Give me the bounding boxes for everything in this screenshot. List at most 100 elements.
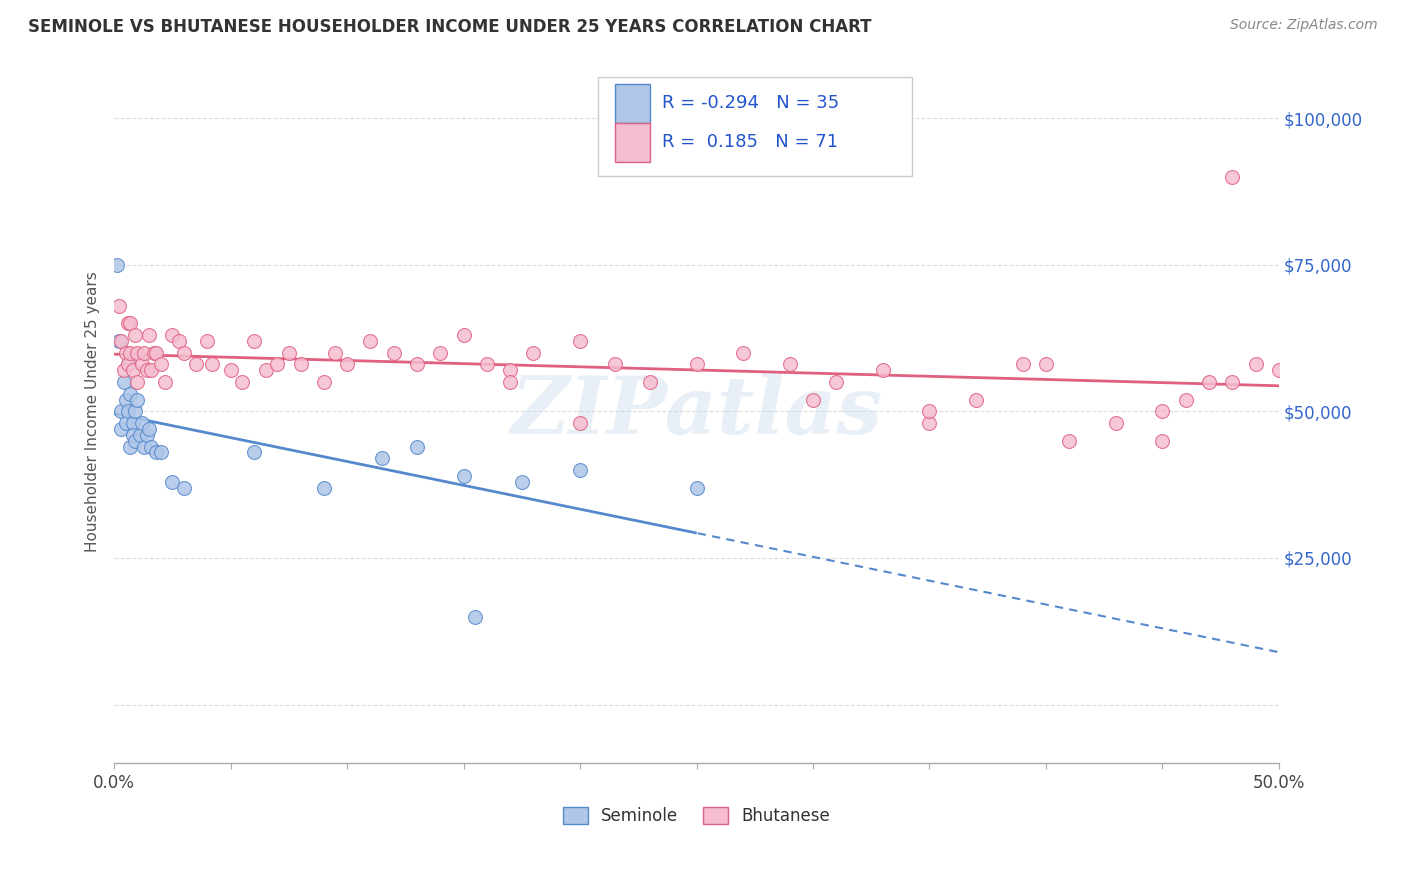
Point (243, 445, 266, 459)
Point (406, 358, 429, 372)
Point (406, 440, 429, 454)
Point (184, 358, 207, 372)
Point (195, 334, 218, 348)
Point (475, 358, 498, 372)
Point (162, 475, 184, 489)
Point (114, 345, 136, 359)
Point (1220, 169, 1243, 184)
Point (117, 404, 139, 418)
Point (1152, 404, 1174, 418)
Point (499, 375, 522, 389)
Point (266, 358, 288, 372)
Point (685, 481, 707, 495)
Point (127, 392, 149, 407)
Point (173, 345, 195, 359)
Point (1174, 392, 1197, 407)
Point (108, 334, 131, 348)
Point (145, 345, 167, 359)
Point (169, 334, 191, 348)
Point (138, 422, 160, 436)
Point (149, 445, 172, 459)
Text: ZIPatlas: ZIPatlas (510, 373, 883, 450)
Point (522, 345, 544, 359)
Point (120, 317, 142, 331)
Text: R = -0.294   N = 35: R = -0.294 N = 35 (662, 95, 839, 112)
Point (499, 363, 522, 377)
Point (918, 416, 941, 430)
Point (569, 416, 592, 430)
Point (117, 358, 139, 372)
Point (603, 358, 626, 372)
Point (965, 392, 987, 407)
FancyBboxPatch shape (598, 78, 912, 176)
Point (429, 345, 451, 359)
Point (371, 451, 394, 466)
Point (359, 334, 381, 348)
Point (779, 358, 801, 372)
Point (114, 416, 136, 430)
Point (1035, 358, 1057, 372)
Point (145, 445, 167, 459)
Point (142, 345, 165, 359)
Point (124, 434, 146, 448)
Point (134, 440, 156, 454)
Point (219, 363, 242, 377)
Point (149, 358, 172, 372)
Point (110, 404, 132, 418)
Point (312, 375, 335, 389)
Point (201, 358, 224, 372)
Point (243, 334, 266, 348)
Point (638, 375, 661, 389)
Point (1244, 358, 1267, 372)
FancyBboxPatch shape (614, 123, 650, 161)
Point (120, 386, 142, 401)
Point (162, 328, 184, 343)
Point (105, 258, 128, 272)
Point (382, 345, 405, 359)
Y-axis label: Householder Income Under 25 years: Householder Income Under 25 years (86, 271, 100, 552)
Point (110, 422, 132, 436)
Point (801, 392, 824, 407)
Point (733, 345, 755, 359)
Text: R =  0.185   N = 71: R = 0.185 N = 71 (662, 133, 838, 151)
Point (127, 345, 149, 359)
Point (825, 375, 848, 389)
Point (569, 334, 592, 348)
Point (173, 481, 195, 495)
Point (117, 358, 139, 372)
Point (312, 481, 335, 495)
Point (117, 317, 139, 331)
Point (1268, 363, 1291, 377)
Point (1057, 434, 1080, 448)
Point (134, 345, 156, 359)
Point (872, 363, 894, 377)
Text: SEMINOLE VS BHUTANESE HOUSEHOLDER INCOME UNDER 25 YEARS CORRELATION CHART: SEMINOLE VS BHUTANESE HOUSEHOLDER INCOME… (28, 18, 872, 36)
Point (128, 427, 150, 442)
Point (254, 363, 277, 377)
Point (112, 363, 135, 377)
Legend: Seminole, Bhutanese: Seminole, Bhutanese (562, 807, 831, 825)
Point (114, 392, 136, 407)
Point (918, 404, 941, 418)
Point (453, 468, 475, 483)
Point (121, 363, 143, 377)
Point (453, 328, 475, 343)
Point (121, 416, 143, 430)
Point (1198, 375, 1220, 389)
Point (135, 363, 157, 377)
Point (1220, 375, 1243, 389)
FancyBboxPatch shape (614, 84, 650, 123)
Point (336, 358, 359, 372)
Point (1105, 416, 1128, 430)
Point (108, 299, 131, 313)
Point (110, 334, 132, 348)
Point (141, 440, 163, 454)
Point (127, 375, 149, 389)
Point (124, 328, 146, 343)
Point (290, 358, 312, 372)
Point (112, 375, 135, 389)
Point (510, 475, 533, 489)
Point (141, 363, 163, 377)
Point (325, 345, 347, 359)
Point (124, 404, 146, 418)
